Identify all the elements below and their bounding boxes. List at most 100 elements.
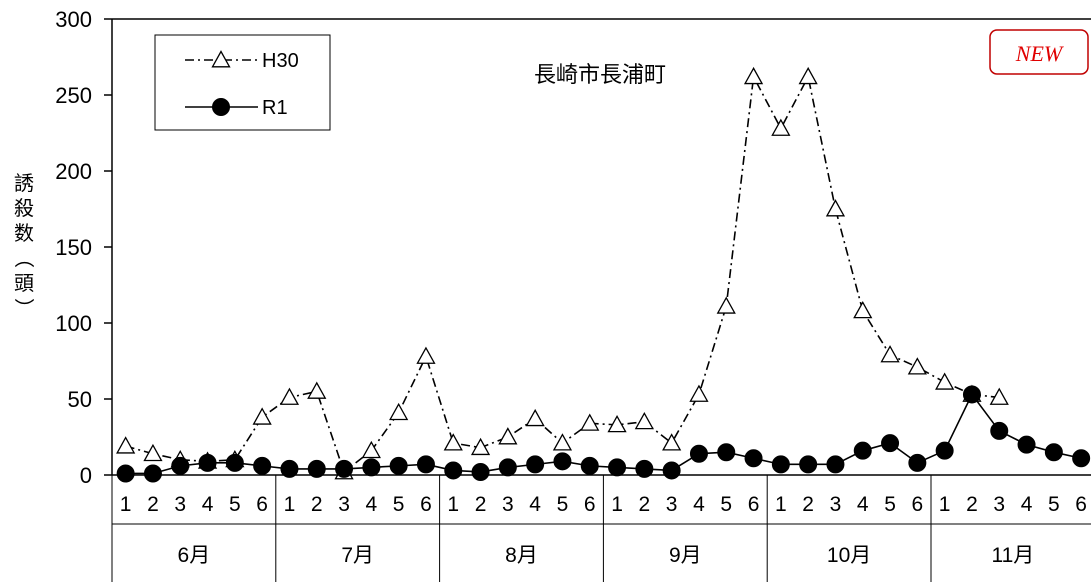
x-category-label: 2: [147, 493, 159, 516]
x-category-label: 6: [1075, 493, 1087, 516]
point-r1: [853, 441, 872, 460]
x-category-label: 6: [748, 493, 760, 516]
point-r1: [416, 455, 435, 474]
y-tick-label: 300: [55, 7, 92, 32]
y-tick-label: 200: [55, 159, 92, 184]
y-tick-label: 100: [55, 311, 92, 336]
point-h30: [389, 402, 409, 421]
x-category-label: 6: [584, 493, 596, 516]
legend: H30 R1: [154, 34, 331, 131]
point-r1: [307, 459, 326, 478]
new-badge: NEW: [989, 29, 1089, 75]
legend-marker-r1: [212, 98, 230, 116]
x-category-label: 5: [229, 493, 241, 516]
point-r1: [335, 459, 354, 478]
y-tick-label: 150: [55, 235, 92, 260]
point-h30: [252, 407, 272, 425]
point-h30: [416, 346, 436, 364]
x-category-label: 1: [284, 493, 296, 516]
x-category-label: 5: [884, 493, 896, 516]
point-h30: [716, 296, 736, 314]
new-badge-text: NEW: [1015, 41, 1064, 66]
x-category-label: 1: [775, 493, 787, 516]
x-category-label: 4: [693, 493, 705, 516]
y-tick-label: 0: [80, 463, 92, 488]
month-label: 9月: [669, 544, 702, 567]
x-category-label: 5: [393, 493, 405, 516]
point-h30: [470, 437, 491, 456]
y-axis-label-char: 数: [14, 221, 34, 245]
point-h30: [662, 433, 682, 451]
month-label: 6月: [178, 544, 211, 567]
x-category-label: 1: [611, 493, 623, 516]
y-axis-label-char: （: [12, 248, 36, 268]
legend-label-h30: H30: [262, 50, 299, 72]
point-r1: [389, 456, 408, 475]
point-r1: [962, 385, 981, 404]
point-h30: [743, 66, 764, 85]
point-r1: [198, 453, 217, 472]
point-h30: [552, 433, 573, 451]
point-h30: [498, 427, 518, 445]
y-axis-label-char: 殺: [14, 196, 34, 220]
x-category-label: 1: [939, 493, 951, 516]
point-h30: [935, 372, 955, 390]
x-category-label: 2: [966, 493, 978, 516]
point-r1: [908, 453, 927, 472]
point-h30: [689, 384, 709, 402]
x-category-label: 6: [912, 493, 924, 516]
point-h30: [771, 118, 791, 136]
point-h30: [853, 301, 873, 319]
month-label: 8月: [505, 544, 538, 567]
point-r1: [717, 443, 736, 462]
point-r1: [171, 456, 190, 475]
month-label: 7月: [341, 544, 374, 567]
point-h30: [525, 408, 545, 427]
point-r1: [990, 421, 1009, 440]
point-r1: [526, 455, 545, 474]
x-category-label: 2: [802, 493, 814, 516]
x-category-label: 6: [256, 493, 268, 516]
point-r1: [799, 455, 818, 474]
chart-title-group: 長崎市長浦町: [534, 62, 666, 87]
y-axis-label-char: 頭: [14, 271, 34, 295]
x-category-label: 4: [529, 493, 541, 516]
legend-label-r1: R1: [262, 97, 288, 119]
point-h30: [798, 66, 818, 85]
y-tick-label: 250: [55, 83, 92, 108]
x-category-label: 6: [420, 493, 432, 516]
x-category-label: 5: [557, 493, 569, 516]
point-r1: [662, 461, 681, 480]
series-r1: [116, 385, 1091, 483]
point-h30: [361, 440, 381, 459]
x-category-label: 5: [720, 493, 732, 516]
point-r1: [881, 434, 900, 453]
x-category-label: 1: [120, 493, 132, 516]
series: [116, 66, 1091, 483]
point-h30: [989, 387, 1009, 405]
x-category-label: 3: [502, 493, 514, 516]
point-r1: [826, 455, 845, 474]
point-r1: [116, 464, 135, 483]
point-r1: [1072, 449, 1091, 468]
point-r1: [689, 444, 708, 463]
new-badge-frame: [989, 29, 1089, 75]
point-r1: [744, 449, 763, 468]
x-category-label: 2: [311, 493, 323, 516]
legend-marker-h30: [211, 50, 231, 68]
y-axis-label-char: ）: [12, 298, 36, 318]
x-category-label: 5: [1048, 493, 1060, 516]
x-category-label: 4: [202, 493, 214, 516]
x-category-label: 2: [475, 493, 487, 516]
x-category-label: 3: [830, 493, 842, 516]
point-r1: [444, 461, 463, 480]
point-r1: [608, 458, 627, 477]
y-axis-label: 誘殺数 （ 頭 ）: [12, 171, 36, 318]
x-category-label: 4: [857, 493, 869, 516]
point-h30: [116, 436, 136, 454]
point-r1: [498, 458, 517, 477]
series-line-h30: [125, 74, 1000, 474]
